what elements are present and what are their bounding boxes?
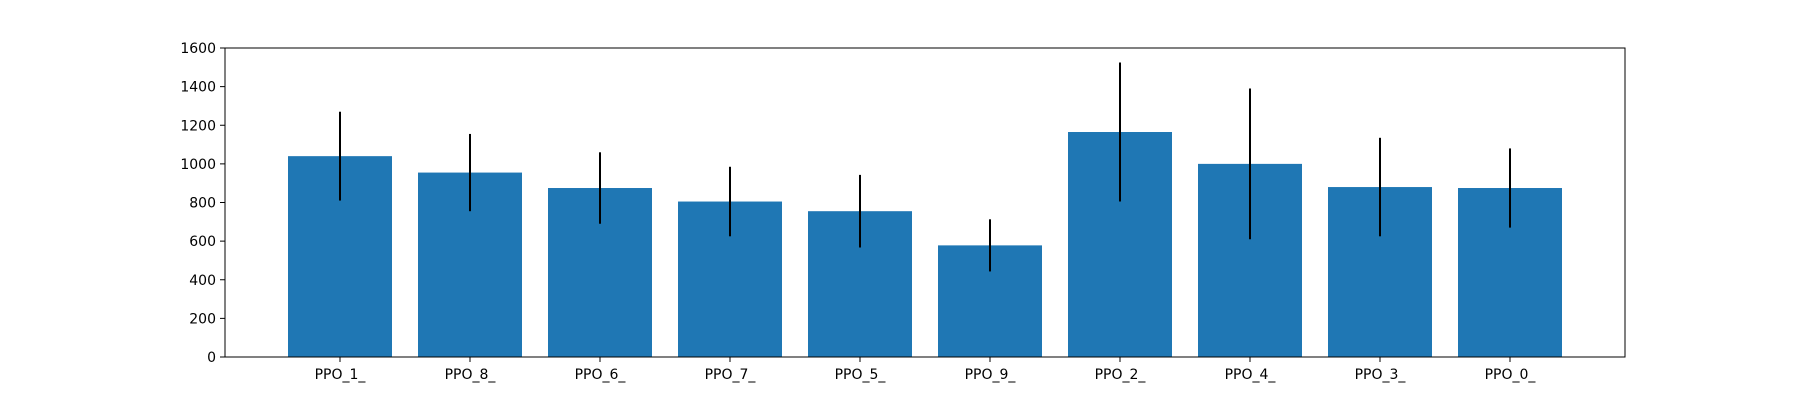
x-tick-label: PPO_1_ [315,367,367,383]
x-tick-label: PPO_6_ [575,367,627,383]
x-tick-label: PPO_4_ [1225,367,1277,383]
y-tick-label: 400 [189,273,216,289]
x-tick-label: PPO_8_ [445,367,497,383]
x-tick-label: PPO_0_ [1485,367,1537,383]
y-tick-label: 800 [189,196,216,212]
y-tick-label: 200 [189,311,216,327]
x-axis: PPO_1_ PPO_8_ PPO_6_ PPO_7_ PPO_5_ PPO_9_ PPO_… [315,357,1537,383]
y-tick-label: 1000 [180,157,216,173]
y-tick-label: 1200 [180,118,216,134]
bars-group [288,132,1562,357]
x-tick-label: PPO_7_ [705,367,757,383]
x-tick-label: PPO_9_ [965,367,1017,383]
y-tick-label: 1400 [180,80,216,96]
x-tick-label: PPO_3_ [1355,367,1407,383]
y-tick-label: 0 [207,350,216,366]
y-axis: 0 200 400 600 800 1000 1200 1400 1600 [180,41,225,366]
error-bars-group [339,62,1511,272]
y-tick-label: 1600 [180,41,216,57]
x-tick-label: PPO_5_ [835,367,887,383]
y-tick-label: 600 [189,234,216,250]
x-tick-label: PPO_2_ [1095,367,1147,383]
